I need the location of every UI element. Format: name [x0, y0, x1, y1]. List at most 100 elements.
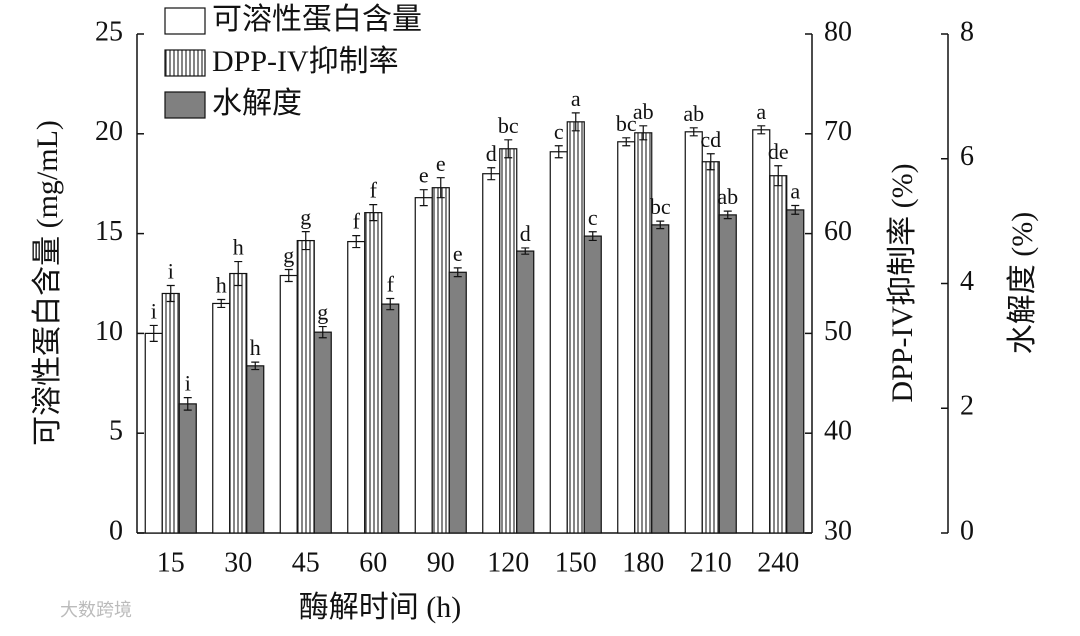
y3-axis-label: 水解度 (%) — [1006, 212, 1039, 354]
significance-letter: d — [520, 221, 531, 246]
error-bar — [234, 260, 243, 287]
error-bar — [386, 297, 395, 311]
error-bar — [791, 204, 800, 215]
significance-letter: h — [250, 335, 261, 360]
x-tick-label: 120 — [487, 547, 529, 578]
tick-label: 0 — [960, 515, 974, 546]
significance-letter: g — [283, 243, 294, 268]
bar — [769, 175, 788, 534]
significance-letter: bc — [498, 113, 519, 138]
tick-label: 5 — [109, 416, 123, 447]
legend-swatch — [164, 7, 206, 35]
x-tick-label: 180 — [622, 547, 664, 578]
significance-letter: g — [317, 300, 328, 325]
error-bar — [183, 397, 192, 411]
bar — [161, 292, 180, 534]
bar — [583, 235, 602, 534]
bar — [701, 161, 720, 534]
error-bar — [774, 165, 783, 187]
error-bar — [217, 298, 226, 309]
bar — [482, 173, 501, 534]
significance-letter: h — [216, 273, 227, 298]
bar — [313, 331, 332, 534]
error-bar — [436, 177, 445, 199]
bar — [752, 129, 771, 534]
tick-label: 40 — [824, 416, 852, 447]
tick-label: 2 — [960, 391, 974, 422]
tick-label: 25 — [95, 16, 123, 47]
error-bar — [352, 234, 361, 249]
bar — [786, 209, 805, 534]
significance-letter: f — [353, 209, 361, 234]
error-bar — [487, 167, 496, 181]
error-bar — [706, 153, 715, 171]
error-bar — [554, 145, 563, 159]
error-bar — [571, 112, 580, 132]
bar — [229, 272, 248, 534]
significance-letter: c — [554, 119, 564, 144]
error-bar — [723, 210, 732, 220]
bar — [651, 224, 670, 534]
error-bar — [166, 284, 175, 303]
bar — [448, 271, 467, 534]
bar — [381, 303, 400, 534]
significance-letter: e — [453, 241, 463, 266]
significance-letter: de — [768, 139, 789, 164]
significance-letter: c — [588, 205, 598, 230]
tick-label: 30 — [824, 515, 852, 546]
bar — [718, 214, 737, 534]
legend-swatch — [164, 49, 206, 77]
tick-label: 80 — [824, 16, 852, 47]
legend-label: DPP-IV抑制率 — [212, 45, 399, 78]
significance-letter: a — [756, 99, 766, 124]
tick-label: 20 — [95, 116, 123, 147]
significance-letter: ab — [717, 184, 738, 209]
significance-letter: e — [419, 163, 429, 188]
error-bar — [689, 127, 698, 137]
significance-letter: i — [151, 298, 157, 323]
bar — [178, 403, 197, 534]
tick-label: 15 — [95, 216, 123, 247]
bar — [566, 121, 585, 534]
error-bar — [757, 125, 766, 135]
error-bar — [301, 231, 310, 251]
error-bar — [656, 220, 665, 230]
error-bar — [504, 139, 513, 159]
bar — [549, 151, 568, 534]
x-tick-label: 15 — [157, 547, 185, 578]
error-bar — [588, 231, 597, 242]
x-tick-label: 150 — [555, 547, 597, 578]
y-axis-label: 可溶性蛋白含量 (mg/mL) — [31, 120, 64, 446]
significance-letter: a — [571, 86, 581, 111]
error-bar — [521, 247, 530, 255]
bar — [144, 332, 163, 534]
significance-letter: bc — [650, 194, 671, 219]
significance-letter: f — [370, 178, 378, 203]
legend-label: 水解度 — [212, 87, 302, 120]
bar — [414, 197, 433, 534]
y2-axis-label: DPP-IV抑制率 (%) — [886, 163, 919, 402]
bar — [516, 250, 535, 534]
significance-letter: d — [486, 141, 497, 166]
significance-letter: g — [300, 205, 311, 230]
bar — [246, 365, 265, 534]
tick-label: 70 — [824, 116, 852, 147]
x-tick-label: 30 — [224, 547, 252, 578]
x-tick-label: 210 — [690, 547, 732, 578]
significance-letter: i — [185, 371, 191, 396]
tick-label: 8 — [960, 16, 974, 47]
error-bar — [284, 268, 293, 283]
bar — [296, 239, 315, 534]
error-bar — [251, 361, 260, 371]
significance-letter: h — [233, 235, 244, 260]
error-bar — [419, 189, 428, 207]
significance-letter: f — [387, 272, 395, 297]
tick-label: 50 — [824, 316, 852, 347]
error-bar — [318, 325, 327, 339]
tick-label: 60 — [824, 216, 852, 247]
significance-letter: e — [436, 151, 446, 176]
tick-label: 6 — [960, 141, 974, 172]
bar — [617, 141, 636, 534]
error-bar — [149, 324, 158, 342]
